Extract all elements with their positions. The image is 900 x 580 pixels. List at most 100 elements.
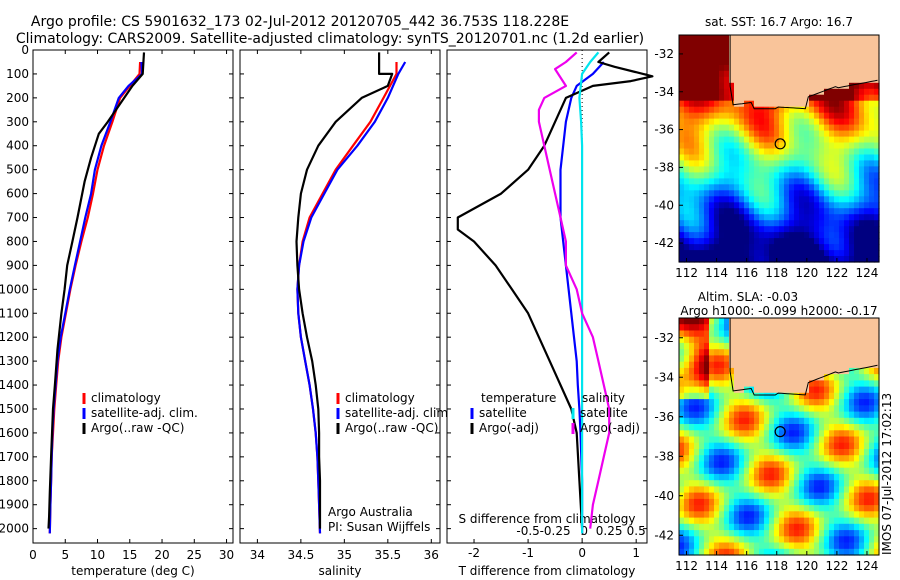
map-cell: [854, 442, 860, 450]
map-cell: [734, 196, 740, 203]
series-line-argo--adj-: [456, 51, 654, 529]
map-cell: [874, 342, 880, 350]
map-cell: [769, 106, 775, 114]
map-cell: [794, 94, 800, 102]
map-cell: [859, 112, 865, 120]
map-cell: [789, 455, 795, 462]
map-cell: [839, 386, 845, 394]
map-cell: [854, 330, 860, 338]
map-cell: [749, 118, 755, 126]
map-cell: [729, 405, 735, 413]
map-cell: [779, 386, 785, 394]
map-cell: [714, 480, 720, 487]
map-cell: [679, 244, 685, 251]
map-cell: [719, 492, 725, 500]
map-cell: [739, 336, 745, 344]
map-cell: [719, 94, 725, 102]
map-cell: [759, 64, 765, 72]
map-cell: [704, 355, 710, 363]
map-cell: [754, 190, 760, 197]
map-cell: [849, 178, 855, 185]
map-cell: [769, 238, 775, 245]
map-cell: [854, 190, 860, 197]
map-cell: [689, 220, 695, 227]
map-cell: [719, 523, 725, 531]
map-cell: [769, 154, 775, 162]
map-cell: [749, 324, 755, 331]
map-cell: [849, 160, 855, 167]
map-cell: [754, 386, 760, 394]
map-cell: [804, 76, 810, 84]
map-cell: [804, 392, 810, 400]
map-cell: [844, 70, 850, 78]
map-cell: [764, 349, 770, 356]
map-cell: [849, 349, 855, 356]
map-cell: [819, 424, 825, 431]
map-cell: [699, 148, 705, 156]
map-cell: [779, 523, 785, 531]
map-cell: [704, 380, 710, 388]
map-cell: [839, 455, 845, 462]
map-cell: [759, 142, 765, 150]
map-cell: [749, 498, 755, 506]
map-cell: [699, 324, 705, 331]
legend-label: satellite: [580, 406, 628, 420]
map-cell: [759, 190, 765, 197]
map-cell: [774, 88, 780, 96]
map-cell: [714, 411, 720, 419]
map-cell: [689, 523, 695, 531]
map-cell: [694, 220, 700, 227]
map-cell: [689, 46, 695, 54]
map-cell: [729, 166, 735, 173]
map-cell: [864, 64, 870, 72]
map-cell: [739, 473, 745, 481]
map-cell: [849, 148, 855, 156]
map-cell: [854, 505, 860, 512]
map-cell: [809, 324, 815, 331]
map-cell: [824, 52, 830, 60]
map-cell: [714, 430, 720, 438]
map-cell: [804, 178, 810, 185]
map-cell: [779, 530, 785, 537]
map-cell: [729, 361, 735, 369]
map-cell: [739, 442, 745, 450]
map-cell: [679, 430, 685, 438]
map-cell: [814, 172, 820, 179]
map-cell: [689, 530, 695, 537]
map-cell: [789, 112, 795, 120]
map-cell: [864, 523, 870, 531]
map-cell: [844, 318, 850, 325]
map-cell: [784, 455, 790, 462]
map-cell: [764, 523, 770, 531]
map-cell: [814, 64, 820, 72]
map-cell: [714, 374, 720, 381]
map-cell: [709, 492, 715, 500]
map-cell: [849, 367, 855, 375]
map-cell: [694, 250, 700, 257]
map-cell: [744, 76, 750, 84]
map-cell: [779, 324, 785, 331]
map-cell: [794, 76, 800, 84]
map-cell: [709, 166, 715, 173]
map-cell: [854, 349, 860, 356]
map-cell: [689, 70, 695, 78]
map-cell: [714, 250, 720, 257]
map-cell: [759, 318, 765, 325]
map-cell: [839, 486, 845, 494]
map-cell: [749, 172, 755, 179]
map-cell: [694, 64, 700, 72]
map-cell: [769, 330, 775, 338]
map-cell: [684, 367, 690, 375]
map-cell: [779, 405, 785, 413]
map-cell: [874, 386, 880, 394]
map-cell: [734, 64, 740, 72]
map-cell: [799, 208, 805, 215]
map-cell: [729, 473, 735, 481]
map-cell: [744, 417, 750, 425]
map-cell: [804, 41, 810, 48]
map-cell: [784, 355, 790, 363]
map-cell: [739, 480, 745, 487]
map-cell: [769, 411, 775, 419]
map-cell: [724, 76, 730, 84]
map-cell: [769, 172, 775, 179]
